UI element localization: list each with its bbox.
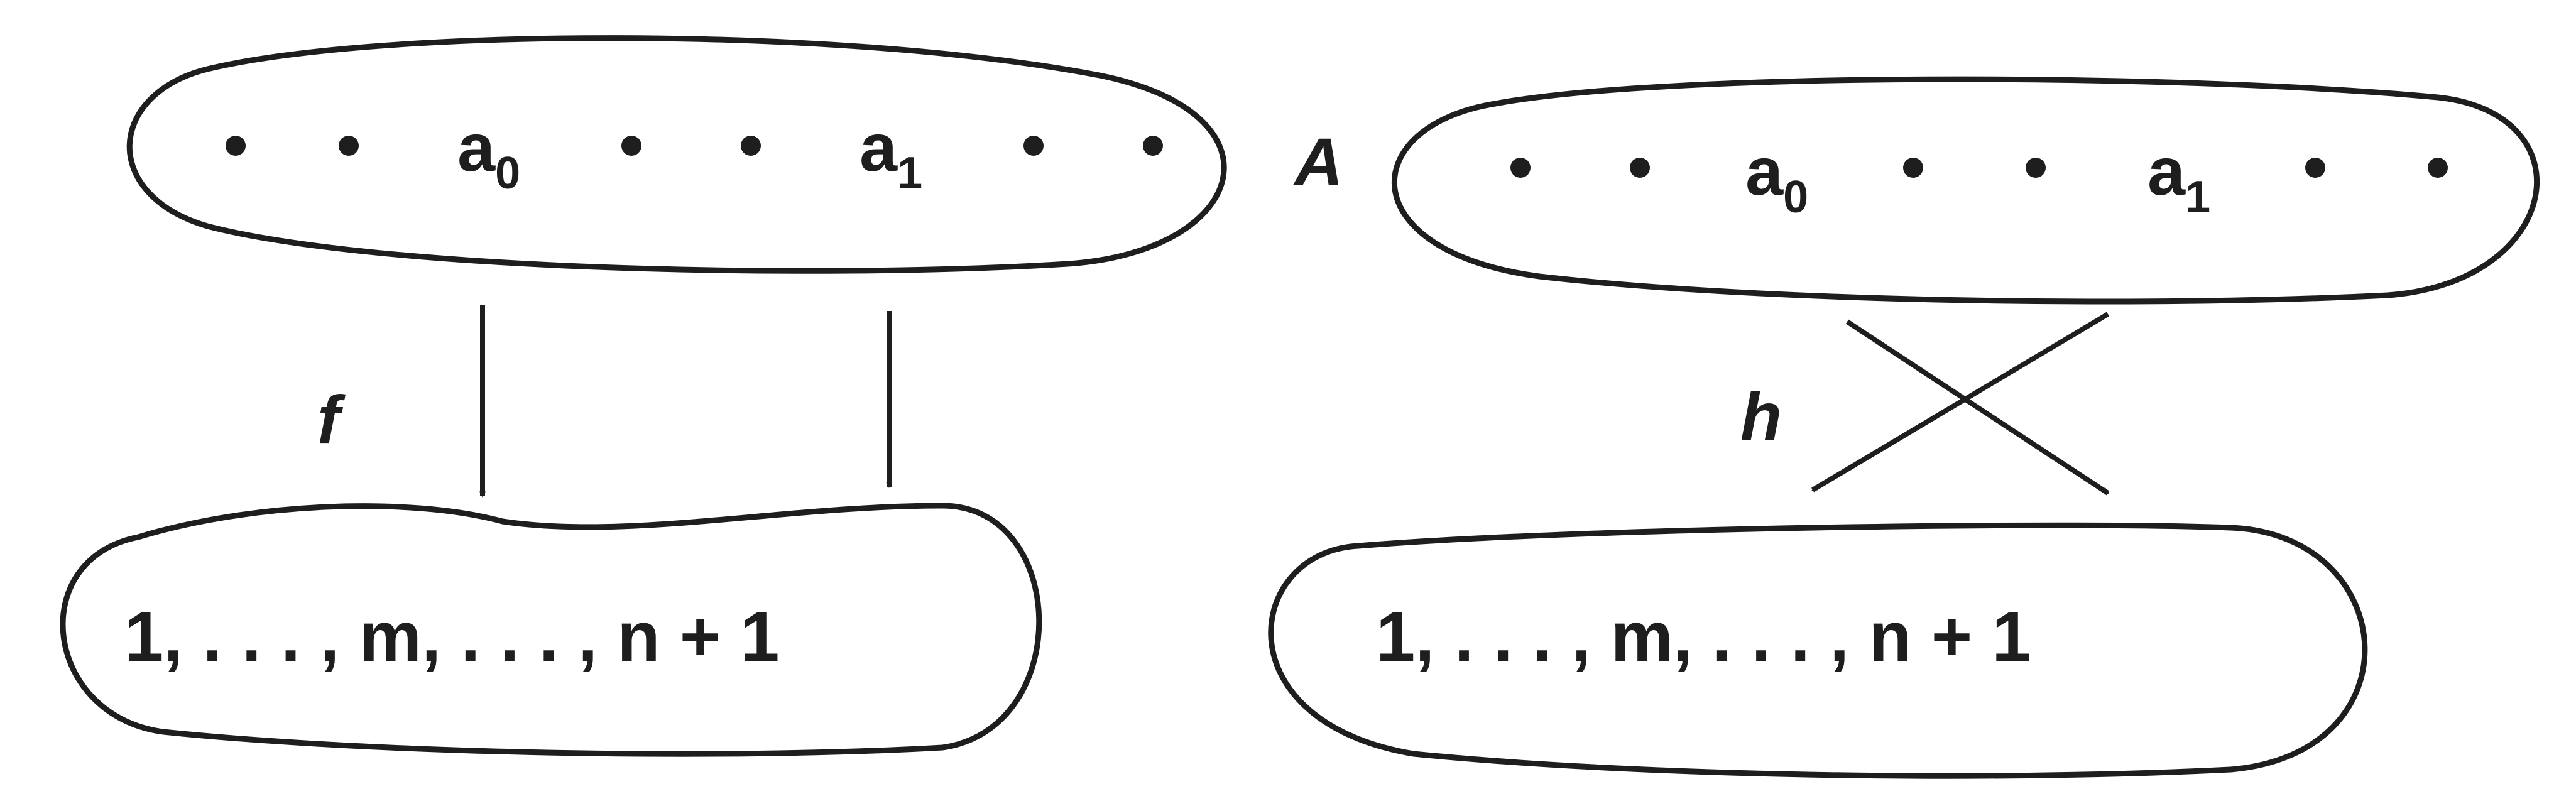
element-a0: a0: [457, 109, 520, 199]
set-label-a: A: [1292, 124, 1343, 200]
element-a0-subscript: 0: [495, 148, 520, 199]
domain-dot: [1023, 136, 1044, 156]
domain-dot: [2026, 158, 2046, 178]
map-label-f: f: [317, 381, 346, 457]
arrow-a0-to-n-plus-1: [1845, 319, 2110, 496]
element-a1: a1: [2148, 133, 2210, 222]
domain-dot: [2428, 158, 2448, 178]
element-a0-subscript: 0: [1783, 172, 1808, 222]
element-a0-base: a: [457, 109, 496, 185]
left-codomain-numbers: 1, . . . , m, . . . , n + 1: [124, 597, 780, 676]
domain-dot: [1510, 158, 1531, 178]
element-a1-base: a: [860, 109, 898, 185]
element-a0: a0: [1745, 133, 1808, 222]
element-a1: a1: [860, 109, 922, 199]
left-codomain-set: [60, 503, 1042, 757]
left-domain-elements: a0 a1: [226, 109, 1163, 199]
domain-dot: [741, 136, 761, 156]
element-a0-base: a: [1745, 133, 1784, 209]
element-a1-subscript: 1: [897, 148, 922, 199]
domain-dot: [226, 136, 246, 156]
right-domain-set: [1391, 76, 2540, 305]
domain-dot: [1630, 158, 1650, 178]
map-label-h: h: [1740, 378, 1782, 454]
domain-dot: [1903, 158, 1923, 178]
domain-dot: [621, 136, 641, 156]
element-a1-subscript: 1: [2185, 172, 2210, 222]
right-codomain-numbers: 1, . . . , m, . . . , n + 1: [1376, 597, 2031, 676]
domain-dot: [1143, 136, 1163, 156]
right-domain-elements: a0 a1: [1510, 133, 2448, 222]
element-a1-base: a: [2148, 133, 2186, 209]
arrow-a1-to-m: [1811, 312, 2110, 493]
domain-dot: [2305, 158, 2325, 178]
domain-dot: [339, 136, 359, 156]
right-codomain-set: [1268, 522, 2368, 779]
right-diagram: A a0 a1 h 1, . . . , m, . . . , n + 1: [1268, 76, 2540, 779]
left-domain-set: [126, 35, 1227, 274]
left-diagram: a0 a1 f 1, . . . , m, . . . , n + 1: [60, 35, 1227, 757]
